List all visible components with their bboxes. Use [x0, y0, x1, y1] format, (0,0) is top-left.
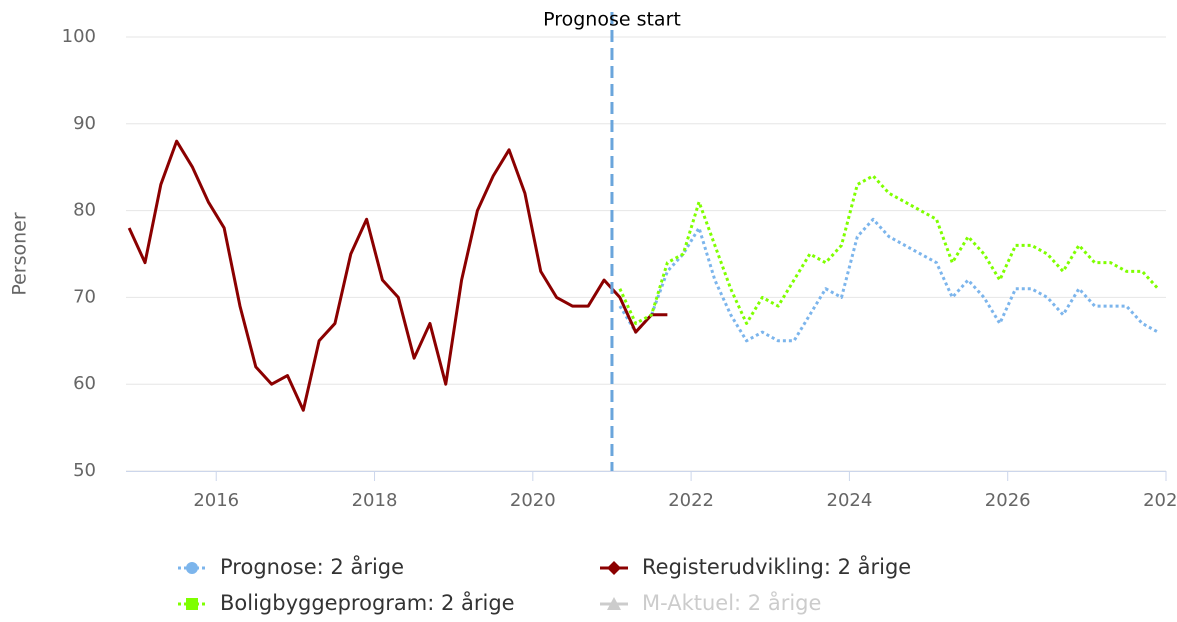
y-tick-label: 70 — [73, 286, 96, 307]
series-line — [618, 217, 1159, 343]
legend-marker — [186, 598, 198, 610]
legend-label: M-Aktuel: 2 årige — [642, 590, 821, 615]
legend-label: Registerudvikling: 2 årige — [642, 554, 911, 579]
x-tick-label: 2016 — [193, 490, 239, 511]
legend-marker — [186, 562, 198, 574]
legend-marker — [607, 561, 621, 575]
x-tick-label: 2026 — [985, 490, 1031, 511]
annotation-label: Prognose start — [543, 9, 681, 31]
y-tick-label: 50 — [73, 460, 96, 481]
x-tick-label: 2028 — [1143, 490, 1177, 511]
x-tick-label: 2024 — [827, 490, 873, 511]
y-tick-label: 90 — [73, 113, 96, 134]
legend-label: Prognose: 2 årige — [220, 554, 404, 579]
legend-marker — [607, 597, 621, 610]
y-tick-label: 100 — [62, 26, 96, 47]
y-tick-label: 80 — [73, 200, 96, 221]
x-tick-label: 2018 — [352, 490, 398, 511]
y-tick-label: 60 — [73, 373, 96, 394]
series-line — [127, 139, 668, 412]
x-tick-label: 2022 — [668, 490, 714, 511]
series-line — [618, 174, 1160, 325]
y-axis-title: Personer — [9, 212, 31, 296]
legend-label: Boligbyggeprogram: 2 årige — [220, 590, 515, 615]
x-tick-label: 2020 — [510, 490, 556, 511]
